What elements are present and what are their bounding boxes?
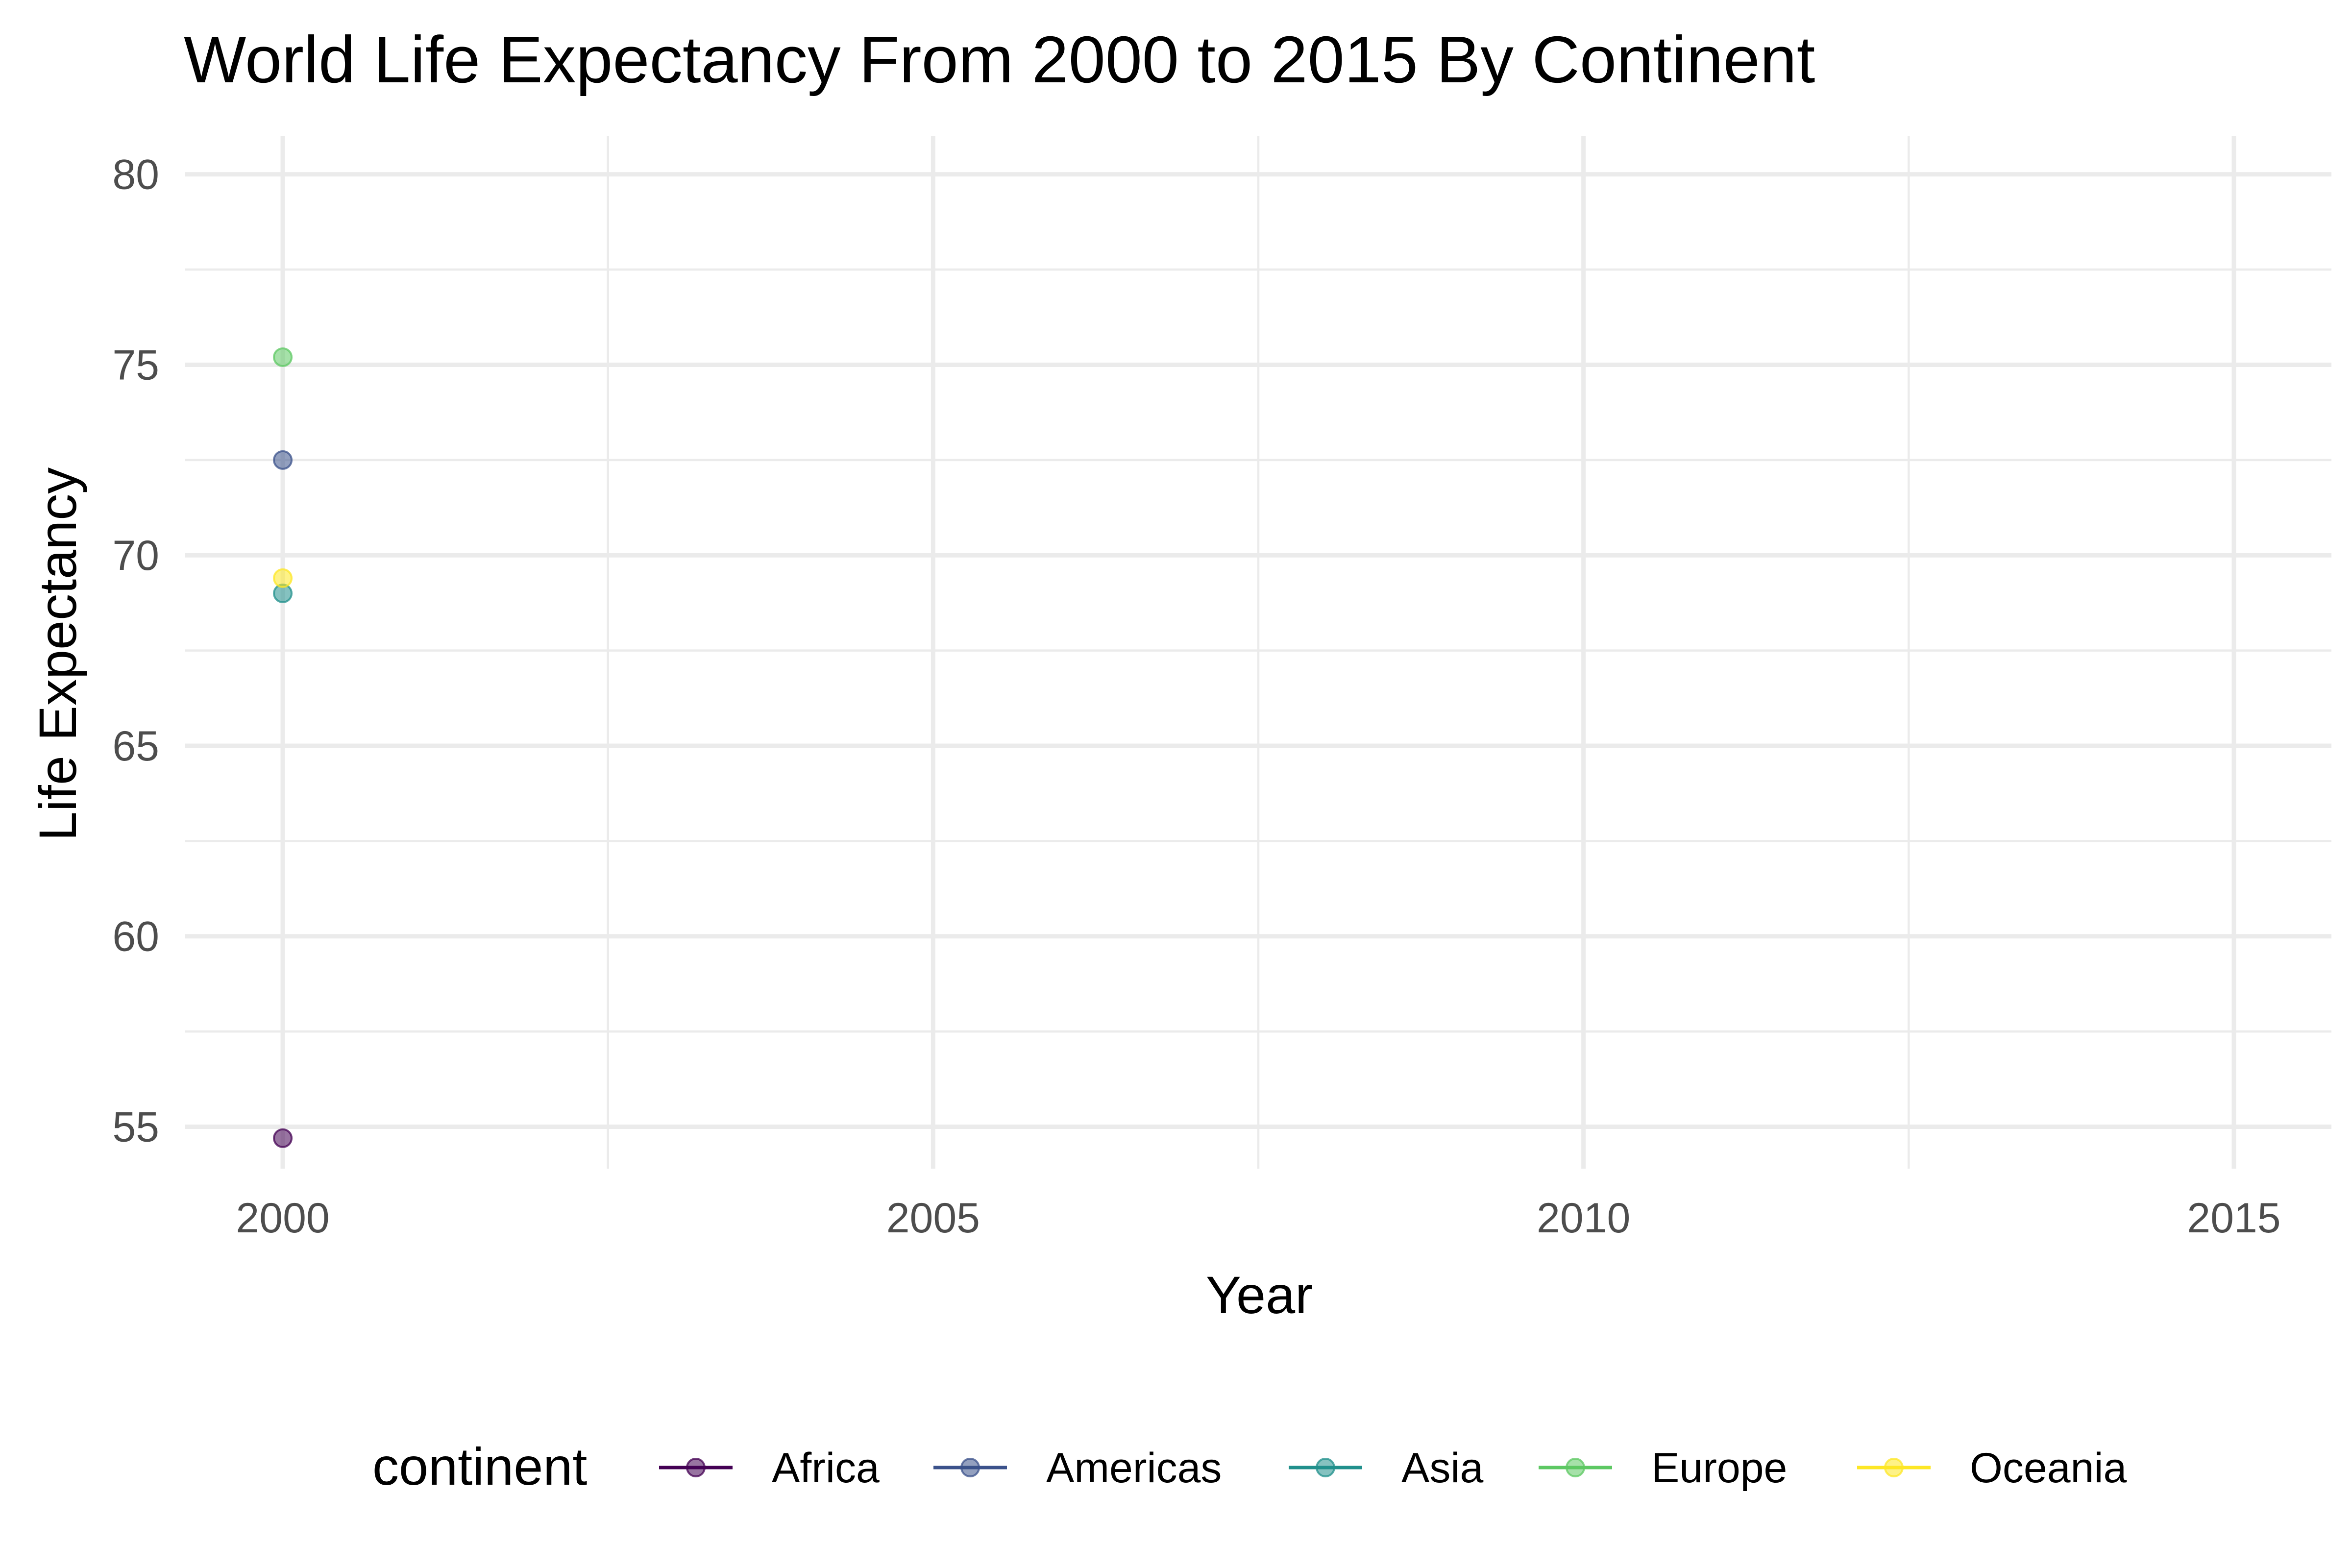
x-axis-ticks: 2000 2005 2010 2015	[236, 1195, 2280, 1242]
legend: continent Africa Americas Asia Europe Oceani…	[372, 1437, 2127, 1496]
data-point	[273, 568, 293, 588]
y-tick-label: 70	[112, 532, 159, 579]
legend-title: continent	[372, 1437, 587, 1496]
legend-item-asia: Asia	[1289, 1445, 1483, 1492]
x-tick-label: 2010	[1537, 1195, 1630, 1242]
legend-key-point	[1884, 1458, 1904, 1477]
legend-key-point	[960, 1458, 980, 1477]
series-oceania	[273, 568, 293, 588]
legend-label: Africa	[772, 1445, 880, 1492]
y-tick-label: 80	[112, 151, 159, 198]
legend-key-point	[686, 1458, 706, 1477]
legend-item-europe: Europe	[1539, 1445, 1787, 1492]
legend-key-point	[1566, 1458, 1585, 1477]
legend-key-point	[1316, 1458, 1335, 1477]
x-tick-label: 2015	[2187, 1195, 2280, 1242]
grid	[185, 136, 2331, 1169]
y-tick-label: 75	[112, 342, 159, 389]
x-tick-label: 2000	[236, 1195, 329, 1242]
series-africa	[273, 1128, 293, 1148]
legend-label: Europe	[1651, 1445, 1787, 1492]
y-axis-ticks: 55 60 65 70 75 80	[112, 151, 159, 1151]
legend-label: Asia	[1401, 1445, 1483, 1492]
data-point	[273, 347, 293, 367]
data-point	[273, 1128, 293, 1148]
chart-title: World Life Expectancy From 2000 to 2015 …	[184, 23, 1815, 97]
y-tick-label: 60	[112, 913, 159, 960]
series-layer	[273, 347, 293, 1148]
y-tick-label: 55	[112, 1103, 159, 1151]
x-tick-label: 2005	[886, 1195, 980, 1242]
data-point	[273, 450, 293, 470]
series-americas	[273, 450, 293, 470]
x-axis-title: Year	[1206, 1265, 1313, 1324]
legend-label: Americas	[1046, 1445, 1222, 1492]
y-axis-title: Life Expectancy	[28, 467, 87, 841]
legend-item-africa: Africa	[659, 1445, 880, 1492]
series-europe	[273, 347, 293, 367]
legend-label: Oceania	[1970, 1445, 2127, 1492]
legend-item-americas: Americas	[933, 1445, 1222, 1492]
y-tick-label: 65	[112, 723, 159, 770]
legend-item-oceania: Oceania	[1857, 1445, 2127, 1492]
